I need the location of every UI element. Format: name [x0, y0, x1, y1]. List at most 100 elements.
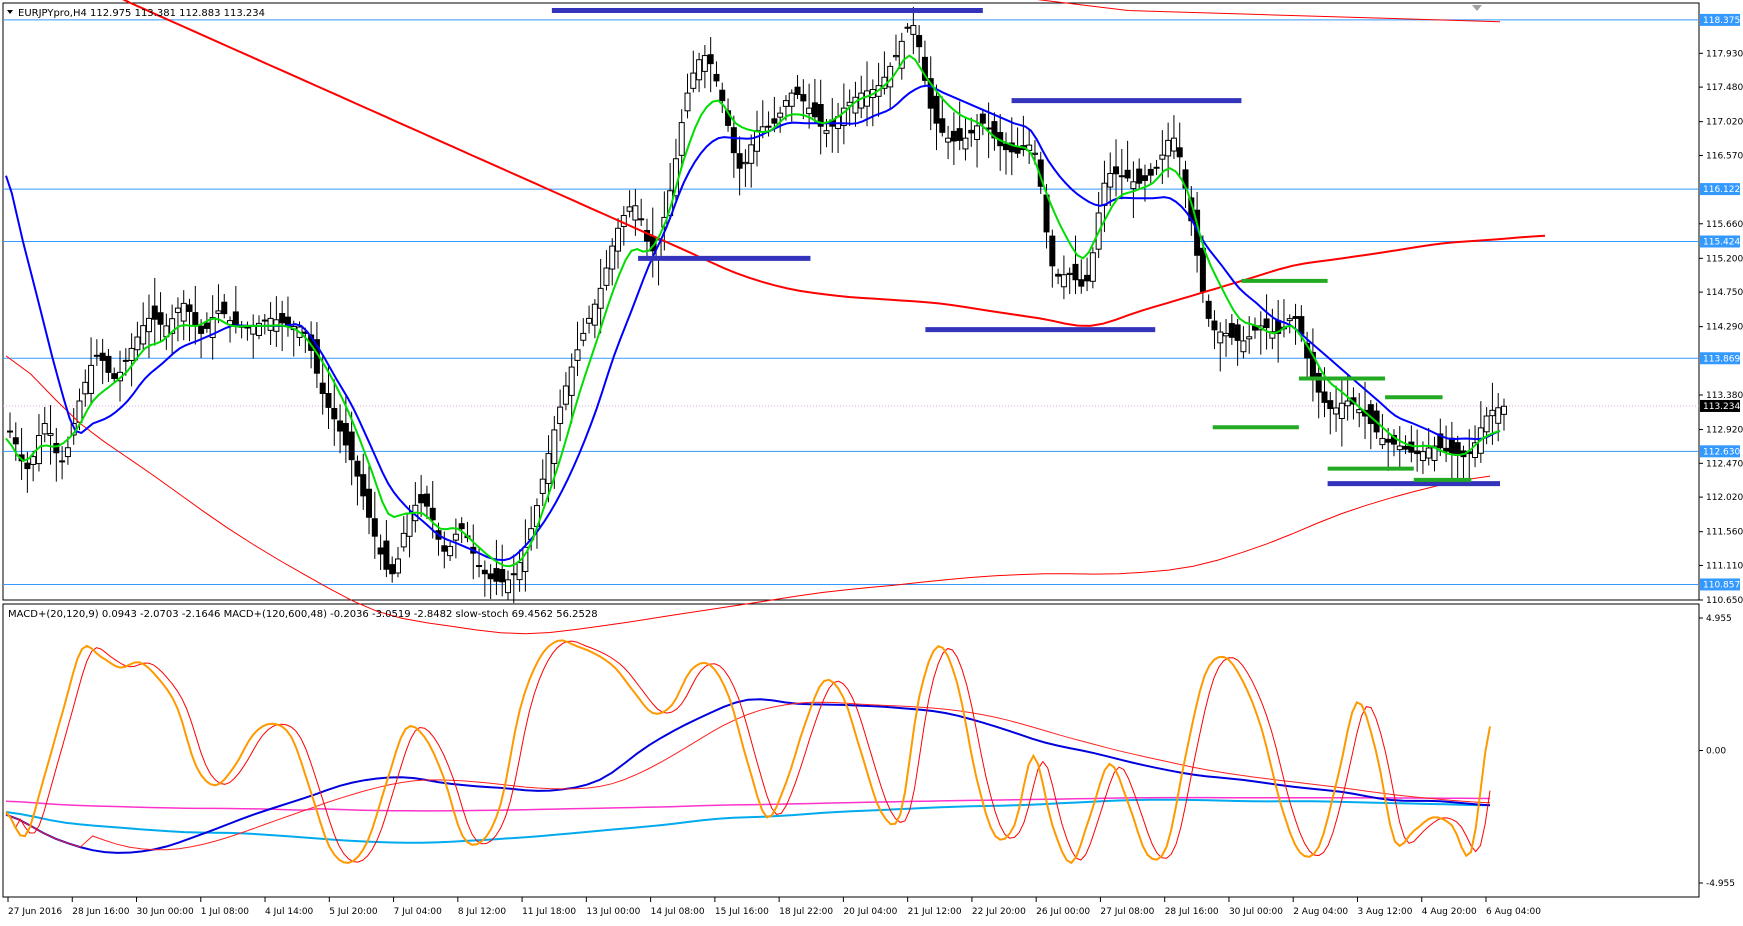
candle[interactable]	[939, 96, 946, 137]
candle[interactable]	[719, 82, 726, 114]
candle[interactable]	[111, 367, 118, 384]
candle[interactable]	[1286, 314, 1293, 334]
price-pane[interactable]	[2, 2, 1700, 601]
candle[interactable]	[510, 554, 517, 604]
candle[interactable]	[568, 353, 575, 424]
candle[interactable]	[383, 520, 390, 578]
candle[interactable]	[1130, 161, 1137, 218]
candle[interactable]	[82, 369, 89, 407]
candle[interactable]	[615, 218, 622, 269]
candle[interactable]	[59, 446, 66, 480]
candle[interactable]	[93, 339, 100, 366]
candle[interactable]	[609, 238, 616, 286]
candle[interactable]	[325, 365, 332, 429]
candle[interactable]	[1495, 393, 1502, 442]
candle[interactable]	[499, 544, 506, 597]
candle[interactable]	[516, 549, 523, 592]
candle[interactable]	[256, 315, 262, 340]
candle[interactable]	[12, 422, 19, 461]
candle[interactable]	[1141, 164, 1148, 202]
chart-shift-marker-icon[interactable]	[1472, 5, 1482, 11]
candle[interactable]	[1118, 148, 1125, 200]
candle[interactable]	[927, 56, 934, 131]
candle[interactable]	[400, 516, 407, 552]
candle[interactable]	[1234, 318, 1241, 366]
candle[interactable]	[140, 302, 147, 352]
candle[interactable]	[800, 79, 807, 120]
candle[interactable]	[1211, 310, 1218, 350]
candle[interactable]	[377, 534, 384, 570]
candle[interactable]	[64, 436, 71, 465]
candle[interactable]	[99, 338, 106, 385]
candle[interactable]	[539, 459, 546, 506]
candle[interactable]	[1136, 158, 1143, 189]
candle[interactable]	[493, 539, 500, 596]
candle[interactable]	[180, 290, 187, 341]
candle[interactable]	[261, 314, 268, 335]
candle[interactable]	[221, 294, 228, 319]
candle[interactable]	[696, 52, 703, 93]
candle[interactable]	[811, 78, 818, 123]
candle[interactable]	[348, 411, 355, 486]
candle[interactable]	[319, 355, 326, 415]
candle[interactable]	[597, 258, 604, 334]
candle[interactable]	[1113, 139, 1120, 197]
candle[interactable]	[174, 297, 181, 342]
candle[interactable]	[921, 40, 928, 85]
candle[interactable]	[1414, 429, 1421, 472]
candle[interactable]	[788, 89, 795, 122]
candle[interactable]	[817, 79, 824, 155]
candle[interactable]	[1066, 267, 1073, 295]
candle[interactable]	[748, 134, 755, 188]
candle[interactable]	[209, 295, 216, 360]
candle[interactable]	[157, 292, 164, 343]
candle[interactable]	[452, 518, 459, 559]
candle[interactable]	[1385, 427, 1392, 471]
candle[interactable]	[30, 450, 37, 482]
candle[interactable]	[898, 32, 905, 80]
candle[interactable]	[979, 110, 986, 136]
candle[interactable]	[1153, 159, 1160, 176]
candle[interactable]	[169, 304, 176, 356]
candle[interactable]	[892, 34, 899, 61]
candle[interactable]	[481, 560, 488, 597]
candle[interactable]	[244, 321, 251, 341]
candle[interactable]	[562, 372, 569, 411]
candle[interactable]	[1089, 247, 1096, 289]
candle[interactable]	[950, 112, 957, 165]
candle[interactable]	[1315, 366, 1322, 419]
candle[interactable]	[371, 491, 378, 559]
candle[interactable]	[203, 312, 210, 333]
candle[interactable]	[1292, 303, 1299, 345]
candle[interactable]	[186, 298, 193, 342]
candle[interactable]	[904, 23, 911, 33]
candle[interactable]	[1356, 393, 1363, 428]
candle[interactable]	[505, 570, 511, 600]
candle[interactable]	[1443, 425, 1450, 463]
candle[interactable]	[366, 464, 373, 535]
candle[interactable]	[643, 218, 650, 257]
candle[interactable]	[41, 406, 48, 443]
candle[interactable]	[447, 541, 454, 561]
candle[interactable]	[331, 379, 338, 446]
candle[interactable]	[574, 321, 581, 376]
candle[interactable]	[684, 73, 691, 119]
candle[interactable]	[916, 25, 923, 63]
candle[interactable]	[151, 277, 158, 346]
indicator-pane[interactable]	[2, 603, 1700, 898]
candle[interactable]	[1003, 132, 1009, 175]
candle[interactable]	[968, 117, 975, 147]
candle[interactable]	[487, 564, 494, 599]
candle[interactable]	[933, 84, 940, 151]
candle[interactable]	[389, 556, 396, 583]
candle[interactable]	[771, 96, 778, 133]
candle[interactable]	[806, 83, 813, 129]
candle[interactable]	[864, 61, 871, 127]
candle[interactable]	[1060, 255, 1067, 300]
candle[interactable]	[267, 302, 274, 345]
candle[interactable]	[7, 412, 13, 439]
candle[interactable]	[423, 485, 430, 519]
candle[interactable]	[1159, 130, 1166, 184]
candle[interactable]	[1078, 259, 1085, 294]
